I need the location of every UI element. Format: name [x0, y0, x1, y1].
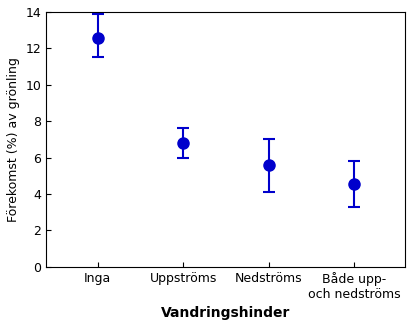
Y-axis label: Förekomst (%) av grönling: Förekomst (%) av grönling — [7, 57, 20, 222]
X-axis label: Vandringshinder: Vandringshinder — [161, 306, 290, 320]
